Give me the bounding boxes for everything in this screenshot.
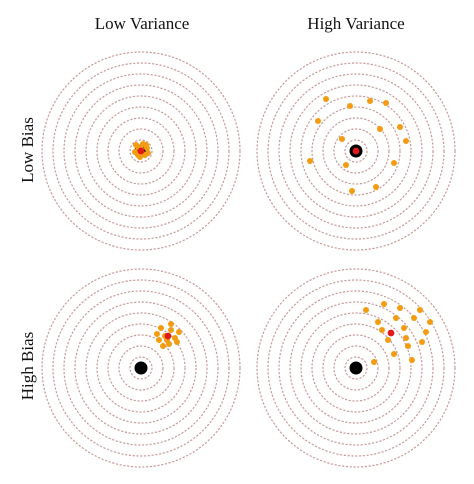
target-low-bias-low-variance xyxy=(41,51,241,251)
target-ring xyxy=(311,106,401,196)
mean-point xyxy=(387,329,395,337)
shot-point xyxy=(405,343,411,349)
target-ring xyxy=(267,279,445,457)
shot-point xyxy=(377,126,383,132)
shot-point xyxy=(176,329,182,335)
target-ring xyxy=(74,301,208,435)
shot-point xyxy=(315,118,321,124)
shot-point xyxy=(423,329,429,335)
target-ring xyxy=(63,73,219,229)
shot-point xyxy=(168,321,174,327)
mean-point xyxy=(137,147,145,155)
shot-point xyxy=(419,339,425,345)
shot-point xyxy=(393,315,399,321)
column-label-high-variance: High Variance xyxy=(307,14,405,33)
bullseye xyxy=(134,361,148,375)
target-ring xyxy=(85,312,197,424)
target-ring xyxy=(278,73,434,229)
shot-point xyxy=(349,188,355,194)
target-ring xyxy=(118,128,164,174)
target-ring xyxy=(256,268,456,468)
shot-point xyxy=(375,319,381,325)
target-ring xyxy=(300,95,412,207)
shot-point xyxy=(391,160,397,166)
shot-point xyxy=(347,103,353,109)
shot-point xyxy=(385,337,391,343)
shot-point xyxy=(156,337,162,343)
target-ring xyxy=(74,84,208,218)
shot-point xyxy=(409,357,415,363)
shot-point xyxy=(383,100,389,106)
target-ring xyxy=(96,106,186,196)
column-label-low-variance: Low Variance xyxy=(94,14,190,33)
shot-point xyxy=(174,339,180,345)
bullseye xyxy=(349,361,363,375)
shot-point xyxy=(143,142,149,148)
target-high-bias-high-variance xyxy=(256,268,456,468)
target-ring xyxy=(344,139,368,163)
target-ring xyxy=(96,323,186,413)
shot-point xyxy=(133,142,139,148)
target-ring xyxy=(129,356,153,380)
target-ring xyxy=(333,128,379,174)
target-ring xyxy=(289,84,423,218)
shot-point xyxy=(158,325,164,331)
shot-point xyxy=(403,335,409,341)
shot-point xyxy=(379,327,385,333)
target-ring xyxy=(63,290,219,446)
target-ring xyxy=(85,95,197,207)
shot-point xyxy=(411,315,417,321)
shot-point xyxy=(417,307,423,313)
target-ring xyxy=(256,51,456,251)
target-high-bias-low-variance xyxy=(41,268,241,468)
shot-point xyxy=(307,158,313,164)
mean-point xyxy=(352,147,360,155)
target-ring xyxy=(344,356,368,380)
shot-point xyxy=(403,138,409,144)
target-ring xyxy=(129,139,153,163)
target-ring xyxy=(300,312,412,424)
target-ring xyxy=(107,334,175,402)
shot-point xyxy=(145,150,151,156)
target-ring xyxy=(107,117,175,185)
shot-point xyxy=(373,184,379,190)
shot-point xyxy=(343,162,349,168)
shot-point xyxy=(323,96,329,102)
shot-point xyxy=(391,351,397,357)
shot-point xyxy=(154,331,160,337)
shot-point xyxy=(397,124,403,130)
target-ring xyxy=(41,51,241,251)
shot-point xyxy=(367,98,373,104)
target-ring xyxy=(278,290,434,446)
shot-point xyxy=(363,307,369,313)
shot-point xyxy=(397,305,403,311)
target-ring xyxy=(267,62,445,240)
target-ring xyxy=(333,345,379,391)
shot-point xyxy=(427,319,433,325)
target-ring xyxy=(322,117,390,185)
shot-point xyxy=(401,325,407,331)
shot-point xyxy=(160,343,166,349)
shot-point xyxy=(381,301,387,307)
shot-point xyxy=(168,327,174,333)
target-ring xyxy=(311,323,401,413)
target-ring xyxy=(118,345,164,391)
target-ring xyxy=(52,62,230,240)
shot-point xyxy=(371,359,377,365)
target-ring xyxy=(52,279,230,457)
shot-point xyxy=(339,136,345,142)
target-ring xyxy=(41,268,241,468)
target-ring xyxy=(322,334,390,402)
target-low-bias-high-variance xyxy=(256,51,456,251)
mean-point xyxy=(164,332,172,340)
target-ring xyxy=(289,301,423,435)
